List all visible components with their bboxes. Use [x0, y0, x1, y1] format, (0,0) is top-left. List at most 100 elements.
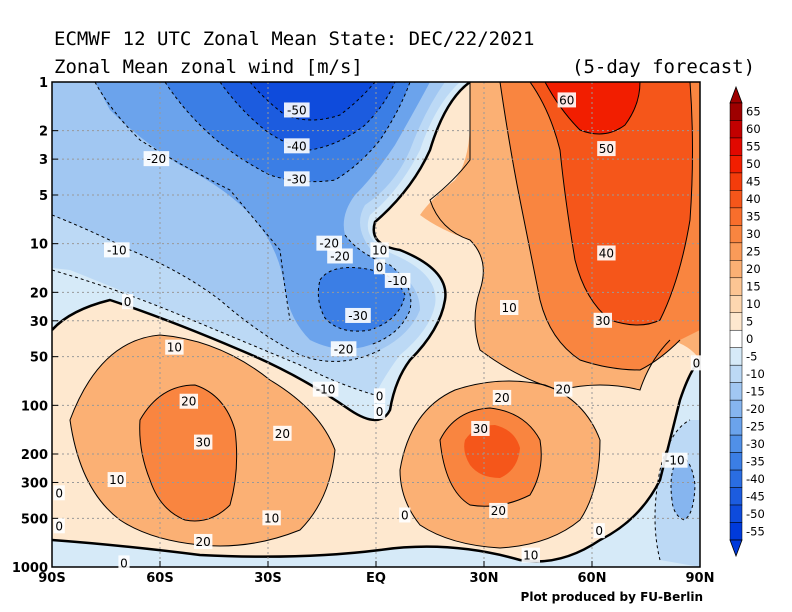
colorbar-arrow-bottom [729, 539, 743, 558]
contour-label: -10 [316, 383, 336, 397]
contour-label-bg [107, 472, 126, 488]
colorbar-swatch [729, 295, 743, 314]
contour-label: -40 [287, 139, 307, 153]
contour-label: -20 [319, 237, 339, 251]
x-tick-label: 60N [578, 571, 607, 586]
colorbar-label: 15 [746, 280, 761, 294]
contour-label: 20 [556, 383, 571, 397]
colorbar-swatch [729, 347, 743, 366]
y-tick-label: 100 [21, 399, 48, 414]
colorbar-label: 45 [746, 175, 761, 189]
colorbar-label: 35 [746, 210, 761, 224]
colorbar-label: -55 [746, 524, 765, 538]
contour-label: 50 [599, 142, 614, 156]
contour-label-bg [327, 248, 353, 264]
contour-label-bg [662, 452, 688, 468]
contour-labels: -50-40-30-20-20-20-10-10-10-10-30-200000… [53, 92, 702, 571]
colorbar-swatch [729, 312, 743, 331]
contour-label: 0 [55, 486, 63, 500]
colorbar-label: 60 [746, 122, 761, 136]
contour-label-bg [370, 242, 389, 258]
region-trop-jet-north-peak [464, 425, 520, 478]
forecast-note: (5-day forecast) [572, 56, 756, 78]
contour-label: 0 [401, 508, 409, 522]
chart-title-line1: ECMWF 12 UTC Zonal Mean State: DEC/22/20… [54, 28, 535, 50]
colorbar-label: -20 [746, 402, 765, 416]
colorbar-label: -30 [746, 437, 765, 451]
colorbar-swatch [729, 155, 743, 174]
colorbar-swatch [729, 382, 743, 401]
contour-label: 10 [264, 511, 279, 525]
grid [52, 82, 700, 567]
contour-label-bg [471, 420, 490, 436]
contour-label: 20 [275, 427, 290, 441]
contour-label-bg [690, 355, 702, 371]
contour-label-bg [374, 388, 386, 404]
contour-label: -20 [147, 152, 167, 166]
x-tick-label: 90S [38, 571, 65, 586]
contour-label-bg [345, 307, 371, 323]
colorbar-label: 25 [746, 245, 761, 259]
contour-label-bg [262, 510, 281, 526]
contour-label-bg [179, 393, 198, 409]
contour-label-bg [273, 425, 292, 441]
colorbar-swatch [729, 487, 743, 506]
colorbar-label: 10 [746, 297, 761, 311]
contour-label-bg [284, 171, 310, 187]
region-polar-easterly-core [671, 455, 695, 520]
colorbar-swatch [729, 190, 743, 209]
colorbar-swatch [729, 172, 743, 191]
colorbar-label: 5 [746, 315, 753, 329]
contour-label: -20 [334, 342, 354, 356]
contour-label: 20 [491, 504, 506, 518]
colorbar-label: 20 [746, 262, 761, 276]
contour-label: 0 [595, 524, 603, 538]
colorbar-label: -40 [746, 472, 765, 486]
contour-label: -10 [107, 243, 127, 257]
contour-label-bg [593, 312, 612, 328]
contour-label-bg [597, 245, 616, 261]
colorbar-swatch [729, 504, 743, 523]
contour-label: 40 [599, 246, 614, 260]
contour-lines [52, 82, 700, 563]
y-tick-label: 2 [39, 125, 48, 140]
contour-label: 10 [372, 243, 387, 257]
contour-label-bg [489, 502, 508, 518]
y-axis: 1 2 3 5 10 20 30 50 100 200 300 500 1000 [12, 76, 58, 576]
colorbar-swatch [729, 434, 743, 453]
contour-label: -10 [388, 274, 408, 288]
x-tick-label: 90N [686, 571, 715, 586]
y-tick-label: 5 [39, 189, 48, 204]
region-easterly-50 [250, 82, 375, 120]
contour-label-bg [330, 341, 357, 357]
colorbar-swatch [729, 260, 743, 279]
colorbar-swatch [729, 102, 743, 121]
y-tick-label: 1 [39, 76, 48, 91]
x-tick-label: 60S [146, 571, 173, 586]
contour-label: 0 [120, 556, 128, 570]
contour-label: 30 [595, 314, 610, 328]
colorbar-swatch [729, 225, 743, 244]
colorbar-label: 50 [746, 157, 761, 171]
colorbar-swatch [729, 329, 743, 348]
contour-label-bg [118, 555, 130, 571]
contour-label-bg [194, 533, 213, 549]
colorbar-swatch [729, 469, 743, 488]
contour-label: 20 [196, 535, 211, 549]
contour-label-bg [500, 300, 519, 316]
chart-title-line2: Zonal Mean zonal wind [m/s] [54, 56, 363, 78]
contour-label-bg [143, 151, 170, 167]
x-axis: 90S 60S 30S EQ 30N 60N 90N [38, 561, 714, 586]
colorbar-swatch [729, 417, 743, 436]
colorbar-swatch [729, 207, 743, 226]
contour-label-bg [284, 138, 310, 154]
x-tick-label: 30S [254, 571, 281, 586]
colorbar: 65605550454035302520151050-5-10-15-20-25… [729, 85, 765, 558]
contour-label: 0 [376, 260, 384, 274]
contour-label: 10 [109, 473, 124, 487]
x-tick-label: EQ [366, 571, 386, 586]
colorbar-label: -10 [746, 367, 765, 381]
contour-label-bg [374, 259, 386, 275]
contour-label-bg [597, 141, 616, 157]
